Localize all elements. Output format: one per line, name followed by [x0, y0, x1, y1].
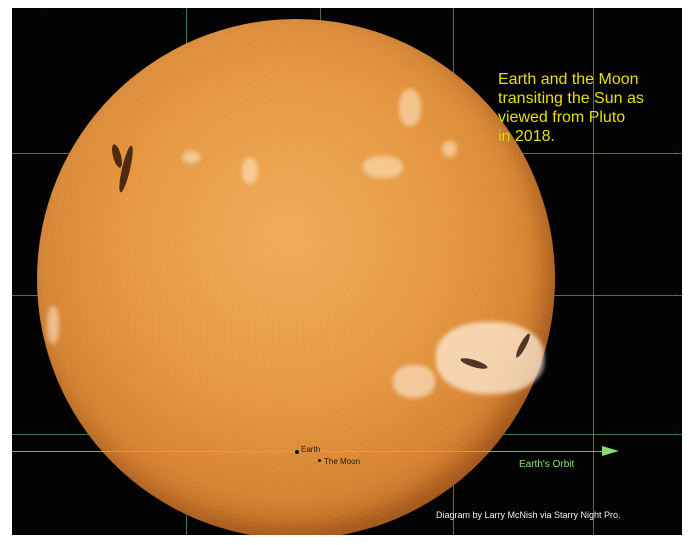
earth-orbit-line: [12, 451, 616, 452]
image-credit: Diagram by Larry McNish via Starry Night…: [436, 510, 621, 520]
orbit-direction-arrow: [602, 446, 619, 456]
grid-line-vertical: [593, 8, 594, 535]
solar-active-region: [393, 365, 435, 398]
coordinate-tick-label: ·: [675, 291, 678, 298]
solar-plage: [399, 89, 421, 126]
solar-plage: [182, 151, 200, 163]
sun-disk: [37, 19, 555, 535]
coordinate-tick-label: ·: [37, 12, 44, 15]
coordinate-tick-label: ·: [447, 12, 454, 15]
solar-plage: [442, 141, 457, 157]
coordinate-tick-label: ·: [675, 429, 678, 436]
coordinate-tick-label: ·: [314, 12, 321, 15]
earth-label: Earth: [301, 445, 321, 454]
coordinate-tick-label: ·: [589, 12, 596, 15]
transit-caption: Earth and the Moon transiting the Sun as…: [498, 71, 644, 145]
earth-marker: [295, 450, 299, 454]
coordinate-tick-label: ·: [675, 149, 678, 156]
solar-transit-image: · · · · · · · · Earth and the Moon trans…: [12, 8, 682, 535]
moon-marker: [318, 459, 321, 462]
moon-label: The Moon: [324, 457, 361, 466]
solar-plage: [47, 306, 59, 344]
coordinate-tick-label: ·: [180, 12, 187, 15]
solar-plage: [363, 156, 403, 178]
earth-orbit-label: Earth's Orbit: [519, 459, 575, 470]
solar-plage: [242, 158, 258, 184]
solar-granulation-texture: [37, 19, 555, 535]
